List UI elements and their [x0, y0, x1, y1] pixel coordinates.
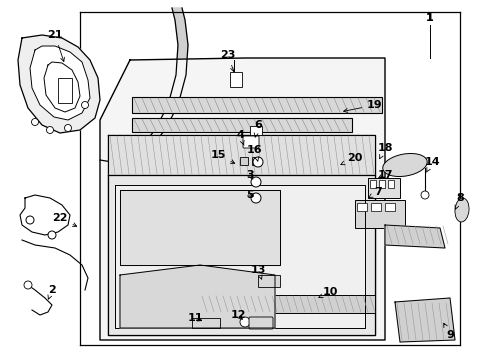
Bar [229, 72, 242, 87]
Polygon shape [112, 158, 135, 162]
Text: 15: 15 [210, 150, 234, 163]
Polygon shape [100, 58, 384, 340]
Circle shape [64, 125, 71, 131]
Bar [258, 275, 280, 287]
Polygon shape [18, 35, 100, 133]
Text: 23: 23 [220, 50, 235, 72]
Bar [192, 318, 220, 328]
Polygon shape [175, 20, 187, 45]
Text: 6: 6 [254, 120, 262, 137]
Bar [367, 178, 399, 198]
Circle shape [31, 118, 39, 126]
Text: 7: 7 [368, 187, 381, 198]
Polygon shape [168, 75, 185, 105]
FancyBboxPatch shape [248, 317, 272, 329]
Text: 21: 21 [47, 30, 64, 62]
Bar [249, 126, 262, 135]
Text: 10: 10 [318, 287, 337, 298]
Circle shape [252, 157, 263, 167]
Bar [370, 203, 380, 211]
Circle shape [46, 126, 53, 134]
Circle shape [24, 281, 32, 289]
Bar [369, 180, 375, 188]
Text: 14: 14 [423, 157, 439, 172]
Bar [240, 157, 247, 165]
Bar [108, 135, 374, 175]
Bar [251, 157, 260, 165]
Polygon shape [155, 105, 178, 130]
Circle shape [420, 191, 428, 199]
Circle shape [48, 231, 56, 239]
Text: 16: 16 [246, 145, 262, 161]
Polygon shape [30, 46, 90, 120]
Circle shape [26, 216, 34, 224]
Circle shape [250, 193, 261, 203]
Polygon shape [108, 175, 374, 335]
Ellipse shape [454, 198, 468, 222]
Bar [378, 180, 384, 188]
Bar [200, 295, 374, 313]
Circle shape [250, 177, 261, 187]
Text: 19: 19 [343, 100, 382, 112]
Circle shape [240, 317, 249, 327]
Bar [132, 97, 381, 113]
Ellipse shape [382, 153, 427, 176]
Text: 22: 22 [52, 213, 77, 226]
Text: 11: 11 [187, 313, 203, 323]
Polygon shape [100, 160, 122, 162]
Text: 1: 1 [425, 13, 433, 23]
Text: 9: 9 [443, 323, 453, 340]
Text: 4: 4 [236, 130, 244, 145]
Polygon shape [108, 135, 374, 335]
Polygon shape [120, 265, 274, 328]
Polygon shape [384, 225, 444, 248]
Bar [356, 203, 366, 211]
Text: 3: 3 [245, 170, 253, 180]
Circle shape [81, 102, 88, 108]
Bar [132, 118, 351, 132]
Text: 17: 17 [376, 170, 392, 180]
Text: 12: 12 [230, 310, 245, 320]
Polygon shape [394, 298, 454, 342]
Text: 2: 2 [48, 285, 56, 299]
Polygon shape [115, 185, 364, 328]
FancyBboxPatch shape [243, 136, 259, 148]
Bar [384, 203, 394, 211]
Text: 18: 18 [376, 143, 392, 159]
Text: 8: 8 [454, 193, 463, 209]
Polygon shape [176, 45, 187, 75]
Bar [58, 78, 72, 103]
Bar [354, 200, 404, 228]
Text: 5: 5 [245, 190, 253, 200]
Text: 1: 1 [425, 13, 433, 23]
Polygon shape [140, 130, 164, 148]
Text: 20: 20 [340, 153, 362, 165]
Polygon shape [172, 8, 184, 20]
Polygon shape [125, 148, 150, 158]
Text: 13: 13 [250, 265, 265, 279]
Bar [387, 180, 393, 188]
Polygon shape [120, 190, 280, 265]
